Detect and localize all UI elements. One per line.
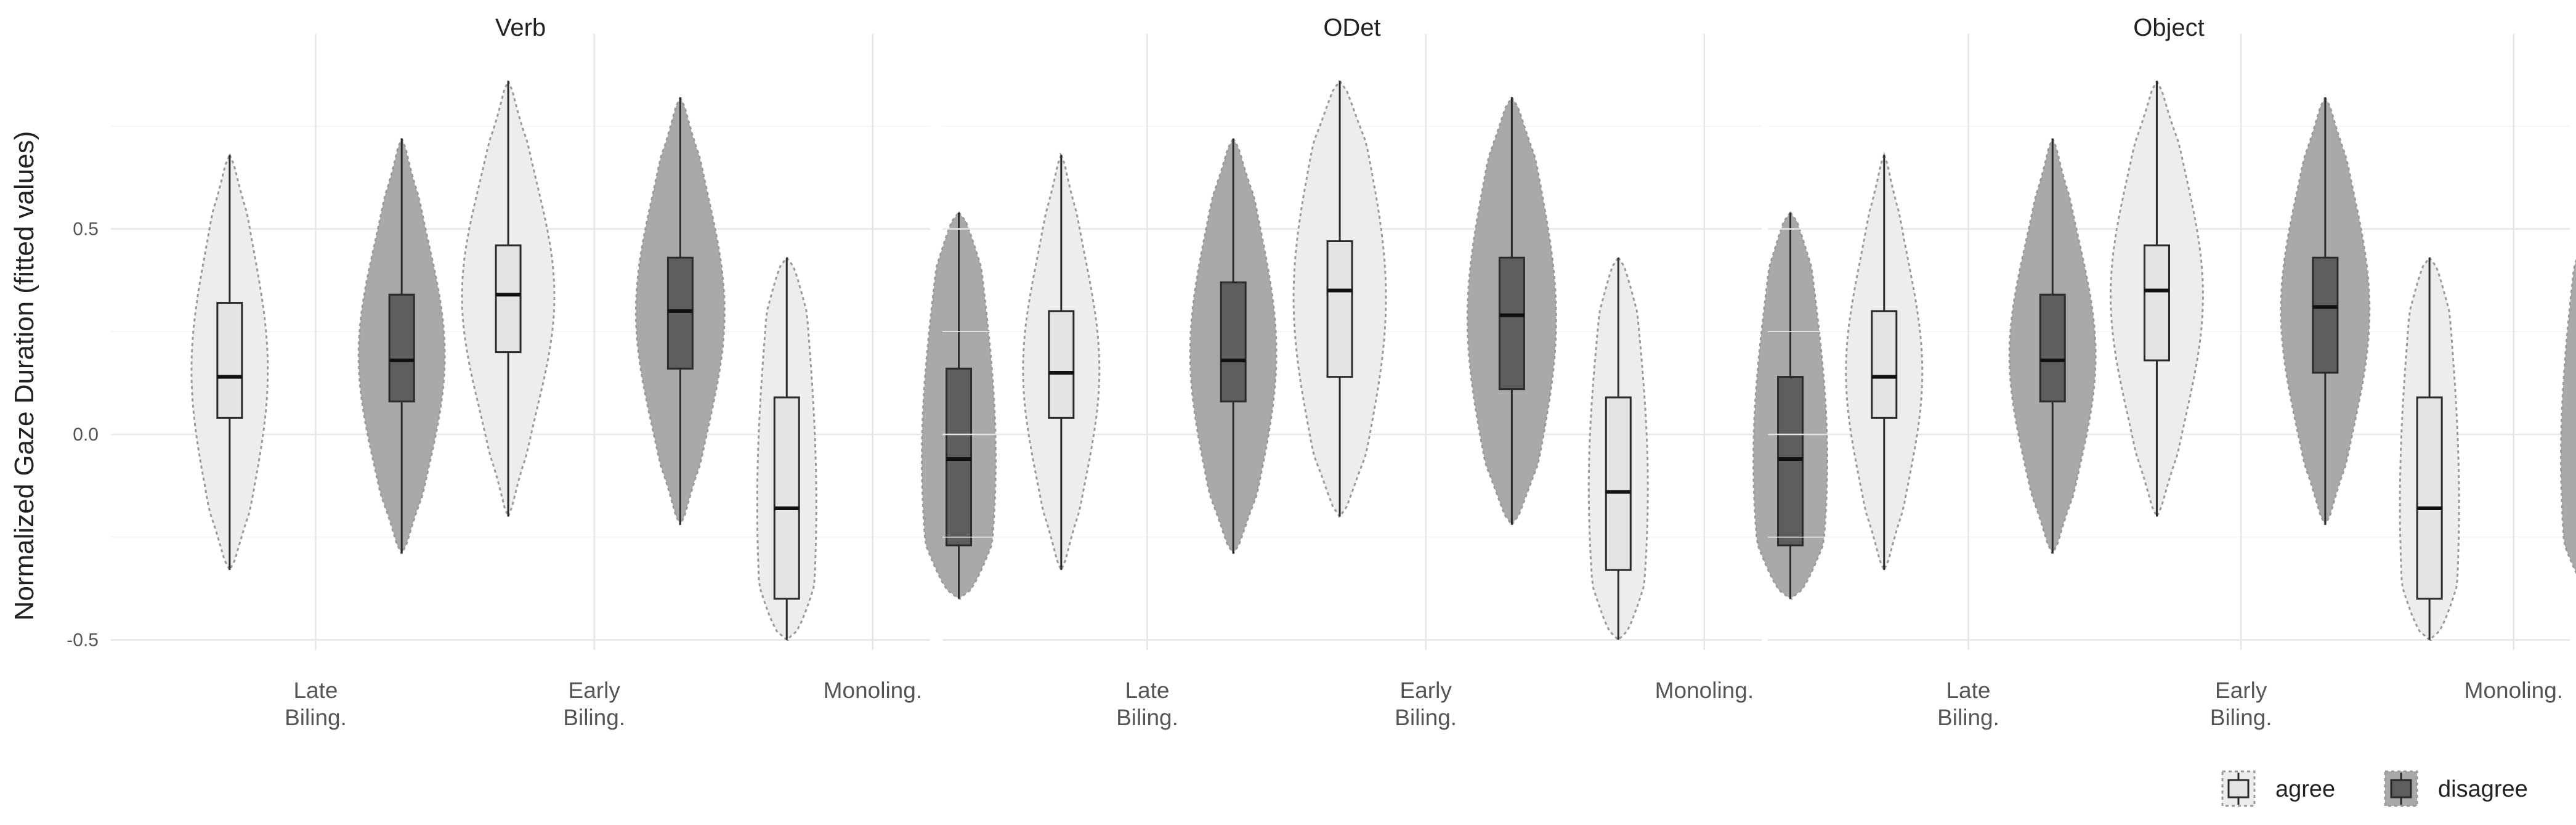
group-2 xyxy=(1587,210,1828,641)
y-tick-label: -0.5 xyxy=(67,630,99,651)
legend-item-disagree: disagree xyxy=(2384,770,2528,807)
legend-item-agree: agree xyxy=(2221,770,2335,807)
box-disagree xyxy=(666,256,694,370)
group-0 xyxy=(1022,137,1278,571)
x-tick-label: Monoling. xyxy=(2465,678,2563,703)
facet-panel-odet: ODet Late Biling. Early Biling. Monoling. xyxy=(942,14,1828,730)
group-1 xyxy=(2109,80,2371,526)
legend-key-box xyxy=(2390,779,2412,799)
y-axis-label: Normalized Gaze Duration (fitted values) xyxy=(9,131,39,621)
box-agree xyxy=(495,244,522,354)
x-tick-label: Late Biling. xyxy=(1116,678,1178,730)
box-agree xyxy=(773,396,800,600)
panel-title: Verb xyxy=(495,14,546,41)
box-agree xyxy=(2416,396,2443,600)
y-tick-label: 0.0 xyxy=(73,425,99,445)
group-2 xyxy=(2399,256,2576,641)
group-1 xyxy=(461,79,726,526)
panel-title: ODet xyxy=(1323,14,1380,41)
legend-label: disagree xyxy=(2438,776,2528,802)
box-agree xyxy=(2143,244,2170,362)
legend-key-box xyxy=(2227,779,2250,799)
box-disagree xyxy=(2039,293,2066,403)
y-tick-label: 0.5 xyxy=(73,219,99,240)
box-disagree xyxy=(1777,376,1804,547)
x-tick-label: Monoling. xyxy=(824,678,922,703)
facet-panel-verb: Verb -0.5 0.0 0.5 Late Biling. Early Biling. Mon… xyxy=(67,14,997,730)
group-0 xyxy=(1845,138,2097,571)
facet-panel-object: Object Late Biling. Early Biling. Monoling. xyxy=(1768,14,2576,730)
facet-panels: Verb -0.5 0.0 0.5 Late Biling. Early Biling. Mon… xyxy=(67,14,2576,730)
x-tick-label: Late Biling. xyxy=(1937,678,1999,730)
panel-title: Object xyxy=(2133,14,2205,41)
box-agree xyxy=(216,302,243,419)
group-1 xyxy=(1292,79,1557,526)
box-disagree xyxy=(388,293,415,403)
violin-disagree xyxy=(2560,258,2576,575)
box-disagree xyxy=(1220,281,1247,403)
box-disagree xyxy=(946,367,973,547)
legend-label: agree xyxy=(2275,776,2335,802)
box-agree xyxy=(1326,240,1353,378)
box-agree xyxy=(1871,310,1898,419)
x-tick-label: Early Biling. xyxy=(2210,678,2272,730)
x-tick-label: Late Biling. xyxy=(285,678,347,730)
legend: agree disagree xyxy=(2221,770,2528,807)
box-disagree xyxy=(2312,256,2339,374)
x-tick-label: Early Biling. xyxy=(1395,678,1457,730)
x-tick-label: Monoling. xyxy=(1655,678,1754,703)
box-agree xyxy=(1048,310,1075,419)
box-disagree xyxy=(1498,256,1525,391)
group-0 xyxy=(190,137,446,571)
box-agree xyxy=(1605,396,1632,571)
x-tick-label: Early Biling. xyxy=(563,678,625,730)
group-2 xyxy=(756,210,997,641)
